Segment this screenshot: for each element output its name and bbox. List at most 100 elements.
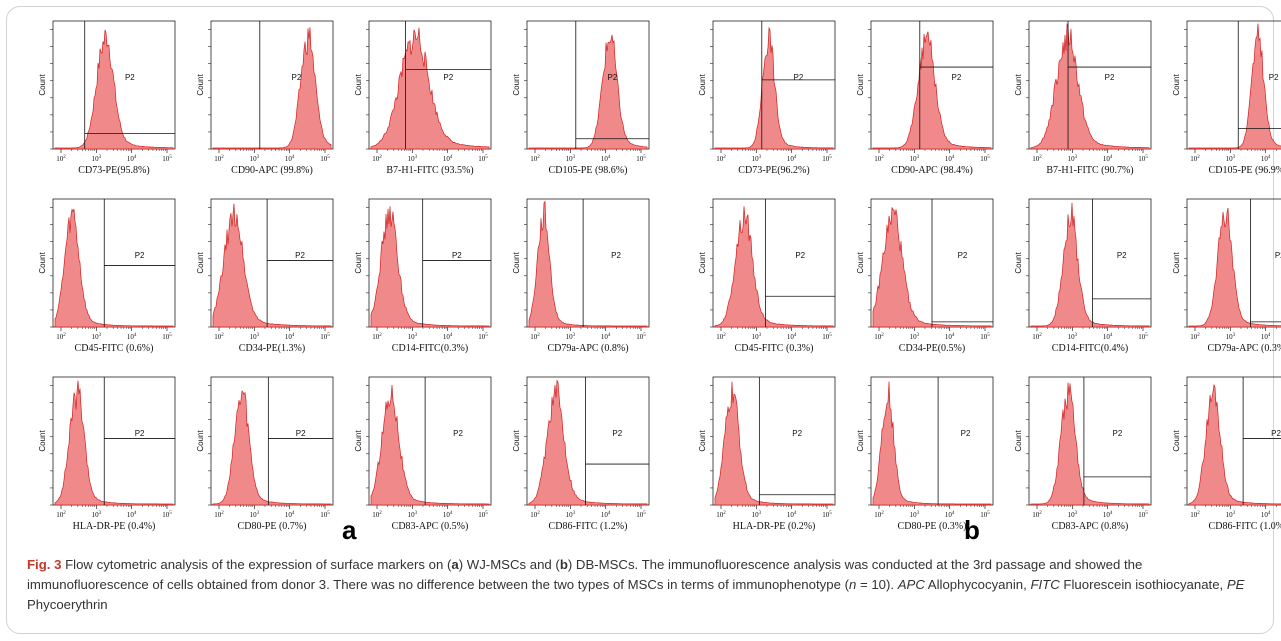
abbr-apc: APC <box>897 577 925 592</box>
y-axis-title: Count <box>38 430 47 452</box>
y-axis-title: Count <box>38 252 47 274</box>
x-tick-label: 103 <box>566 155 576 163</box>
histogram-area <box>714 381 834 506</box>
histogram-svg: Count 102 103 104 105 P2 <box>1014 20 1152 163</box>
x-tick-label: 104 <box>285 511 295 519</box>
histogram-plot: Count 102 103 104 105 P2 CD105-PE (98.6%) <box>511 19 651 176</box>
y-axis-title: Count <box>1014 430 1023 452</box>
histogram-plot: Count 102 103 104 105 P2 HLA-DR-PE (0.2%) <box>697 375 837 532</box>
y-axis-title: Count <box>38 74 47 96</box>
x-tick-label: 105 <box>980 511 990 519</box>
histogram-area <box>370 206 490 328</box>
histogram-area <box>528 200 648 328</box>
plot-frame <box>526 20 650 150</box>
x-tick-label: 104 <box>1261 511 1271 519</box>
x-tick-label: 105 <box>1138 155 1148 163</box>
abbr-fitc: FITC <box>1030 577 1060 592</box>
histogram-area <box>54 208 174 328</box>
histogram-plot: Count 102 103 104 105 P2 CD90-APC (98.4%) <box>855 19 995 176</box>
histogram-svg: Count 102 103 104 105 P2 <box>698 376 836 519</box>
marker-label: CD34-PE(1.3%) <box>238 343 306 354</box>
histogram-svg: Count 102 103 104 105 P2 <box>1014 376 1152 519</box>
histogram-plot: Count 102 103 104 105 P2 HLA-DR-PE (0.4%) <box>37 375 177 532</box>
y-axis-title: Count <box>856 74 865 96</box>
caption-panel-a-ref: a <box>451 557 459 572</box>
histogram-svg: Count 102 103 104 105 P2 <box>856 20 994 163</box>
marker-label: HLA-DR-PE (0.4%) <box>72 521 156 532</box>
marker-label: HLA-DR-PE (0.2%) <box>732 521 816 532</box>
marker-label: CD73-PE(95.8%) <box>78 165 150 176</box>
x-tick-label: 104 <box>945 333 955 341</box>
y-axis-title: Count <box>1014 74 1023 96</box>
histogram-area <box>1188 207 1281 328</box>
y-axis-title: Count <box>698 74 707 96</box>
x-tick-label: 104 <box>1103 155 1113 163</box>
x-tick-label: 103 <box>910 511 920 519</box>
x-tick-label: 104 <box>1261 155 1271 163</box>
marker-label: B7-H1-FITC (90.7%) <box>1046 165 1134 176</box>
x-tick-label: 105 <box>636 155 646 163</box>
histogram-svg: Count 102 103 104 105 P2 <box>698 198 836 341</box>
figure-frame: Count 102 103 104 105 P2 CD73-PE(95.8%) Count 10… <box>6 6 1281 634</box>
histogram-area <box>212 27 332 150</box>
x-tick-label: 105 <box>822 333 832 341</box>
marker-label: B7-H1-FITC (93.5%) <box>386 165 474 176</box>
gate-label: P2 <box>443 73 453 82</box>
x-tick-label: 105 <box>478 333 488 341</box>
x-tick-label: 104 <box>1103 511 1113 519</box>
histogram-plot: Count 102 103 104 105 P2 CD83-APC (0.5%) <box>353 375 493 532</box>
histogram-svg: Count 102 103 104 105 P2 <box>512 20 650 163</box>
marker-label: CD105-PE (96.9%) <box>1208 165 1281 176</box>
figure-caption: Fig. 3 Flow cytometric analysis of the e… <box>27 555 1265 615</box>
histogram-plot: Count 102 103 104 105 P2 CD90-APC (99.8%) <box>195 19 335 176</box>
x-tick-label: 102 <box>1032 511 1042 519</box>
x-tick-label: 103 <box>408 511 418 519</box>
x-tick-label: 102 <box>372 155 382 163</box>
x-tick-label: 102 <box>530 333 540 341</box>
histogram-plot: Count 102 103 104 105 P2 B7-H1-FITC (93.5%) <box>353 19 493 176</box>
y-axis-title: Count <box>196 430 205 452</box>
abbr-pe: PE <box>1226 577 1245 592</box>
histogram-svg: Count 102 103 104 105 P2 <box>1014 198 1152 341</box>
gate-label: P2 <box>135 429 145 438</box>
marker-label: CD90-APC (99.8%) <box>231 165 313 176</box>
x-tick-label: 102 <box>56 511 66 519</box>
marker-label: CD45-FITC (0.6%) <box>74 343 154 354</box>
x-tick-label: 104 <box>1103 333 1113 341</box>
marker-label: CD14-FITC(0.4%) <box>1051 343 1129 354</box>
x-tick-label: 102 <box>1032 333 1042 341</box>
y-axis-title: Count <box>512 252 521 274</box>
gate-label: P2 <box>612 429 622 438</box>
histogram-area <box>54 29 174 150</box>
gate-label: P2 <box>1275 251 1281 260</box>
gate-label: P2 <box>958 251 968 260</box>
x-tick-label: 102 <box>1190 333 1200 341</box>
x-tick-label: 105 <box>320 155 330 163</box>
x-tick-label: 103 <box>752 155 762 163</box>
x-tick-label: 103 <box>1226 155 1236 163</box>
x-tick-label: 104 <box>285 333 295 341</box>
x-tick-label: 103 <box>1226 333 1236 341</box>
histogram-area <box>1030 202 1150 328</box>
x-tick-label: 105 <box>1138 511 1148 519</box>
marker-label: CD34-PE(0.5%) <box>898 343 966 354</box>
x-tick-label: 104 <box>443 511 453 519</box>
histogram-svg: Count 102 103 104 105 P2 <box>698 20 836 163</box>
histogram-area <box>714 206 834 328</box>
x-tick-label: 102 <box>214 511 224 519</box>
x-tick-label: 103 <box>1226 511 1236 519</box>
panel-letter-a: a <box>342 515 357 545</box>
histogram-svg: Count 102 103 104 105 P2 <box>38 198 176 341</box>
y-axis-title: Count <box>1172 74 1181 96</box>
marker-label: CD80-PE (0.7%) <box>237 521 307 532</box>
x-tick-label: 104 <box>787 511 797 519</box>
x-tick-label: 104 <box>127 333 137 341</box>
x-tick-label: 103 <box>250 511 260 519</box>
histogram-svg: Count 102 103 104 105 P2 <box>196 376 334 519</box>
histogram-plot: Count 102 103 104 105 P2 CD45-FITC (0.3%) <box>697 197 837 354</box>
gate-label: P2 <box>794 73 804 82</box>
histogram-area <box>1030 22 1150 150</box>
x-tick-label: 104 <box>945 155 955 163</box>
y-axis-title: Count <box>1172 430 1181 452</box>
